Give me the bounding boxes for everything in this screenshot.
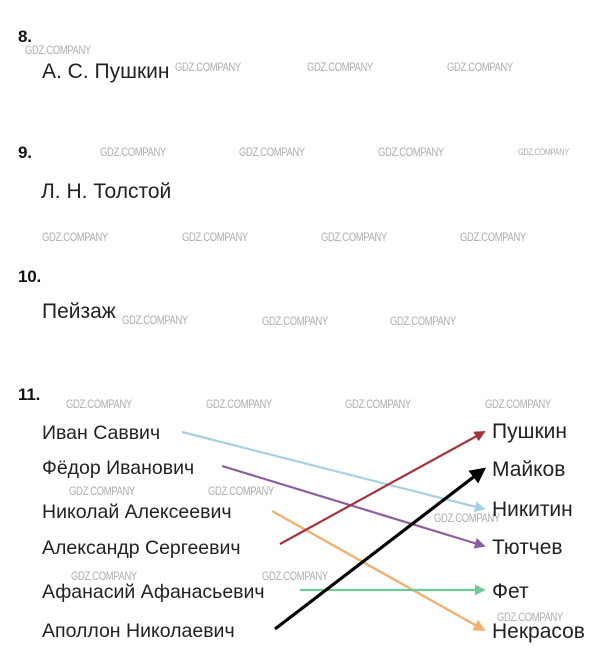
watermark-text: GDZ.COMPANY — [307, 62, 373, 74]
question-number: 10. — [18, 267, 42, 286]
matching-left-item[interactable]: Николай Алексеевич — [42, 501, 232, 523]
matching-right-item[interactable]: Фет — [492, 580, 529, 603]
connector-arrow — [221, 464, 486, 549]
watermark-text: GDZ.COMPANY — [175, 62, 241, 74]
watermark-text: GDZ.COMPANY — [460, 232, 526, 244]
connector-arrow — [181, 430, 486, 513]
watermark-text: GDZ.COMPANY — [390, 316, 456, 328]
matching-left-item[interactable]: Аполлон Николаевич — [42, 620, 235, 642]
matching-right-item[interactable]: Тютчев — [492, 536, 563, 559]
watermark-text: GDZ.COMPANY — [239, 147, 305, 159]
matching-right-item[interactable]: Майков — [492, 458, 566, 481]
connector-arrow — [271, 509, 486, 632]
connector-arrow — [274, 467, 487, 631]
matching-right-item[interactable]: Некрасов — [492, 620, 585, 643]
matching-left-item[interactable]: Афанасий Афанасьевич — [42, 581, 265, 603]
watermark-text: GDZ.COMPANY — [69, 486, 135, 498]
watermark-text: GDZ.COMPANY — [378, 147, 444, 159]
watermark-text: GDZ.COMPANY — [262, 316, 328, 328]
watermark-text: GDZ.COMPANY — [447, 62, 513, 74]
watermark-text: GDZ.COMPANY — [182, 232, 248, 244]
connector-arrow — [279, 431, 486, 545]
question-answer: Л. Н. Толстой — [41, 180, 172, 203]
question-number: 8. — [18, 27, 32, 46]
watermark-text: GDZ.COMPANY — [485, 399, 551, 411]
watermark-text: GDZ.COMPANY — [66, 399, 132, 411]
question-answer: Пейзаж — [42, 300, 116, 323]
watermark-text: GDZ.COMPANY — [208, 486, 274, 498]
question-answer: А. С. Пушкин — [42, 60, 170, 83]
watermark-text: GDZ.COMPANY — [345, 399, 411, 411]
watermark-text: GDZ.COMPANY — [206, 399, 272, 411]
matching-right-item[interactable]: Пушкин — [492, 420, 567, 443]
matching-left-item[interactable]: Иван Саввич — [42, 422, 161, 444]
matching-left-item[interactable]: Александр Сергеевич — [42, 537, 241, 559]
watermark-text: GDZ.COMPANY — [42, 232, 108, 244]
watermark-text: GDZ.COMPANY — [100, 147, 166, 159]
watermark-text: GDZ.COMPANY — [122, 315, 188, 327]
watermark-text: GDZ.COMPANY — [518, 147, 569, 157]
question-number: 11. — [18, 385, 41, 404]
matching-left-item[interactable]: Фёдор Иванович — [42, 457, 195, 479]
watermark-text: GDZ.COMPANY — [25, 45, 91, 57]
question-number: 9. — [18, 143, 32, 162]
matching-right-item[interactable]: Никитин — [492, 498, 573, 521]
watermark-text: GDZ.COMPANY — [434, 513, 500, 525]
watermark-text: GDZ.COMPANY — [321, 232, 387, 244]
watermark-text: GDZ.COMPANY — [262, 571, 328, 583]
